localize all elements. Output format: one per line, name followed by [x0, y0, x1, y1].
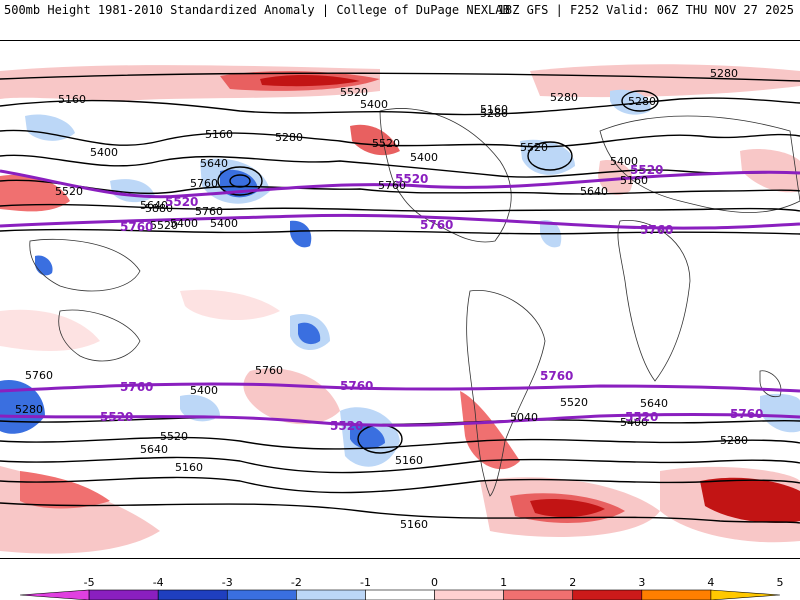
- color-scale-tick-label: 3: [638, 576, 646, 589]
- contour-label: 5400: [190, 384, 218, 397]
- contour-label: 5760: [195, 205, 223, 218]
- contour-label: 5640: [580, 185, 608, 198]
- color-scale-tick-label: -1: [359, 576, 371, 589]
- highlight-contour-labels: 5520576055205760552057605760576055205520…: [100, 163, 763, 433]
- contour-label: 5280: [480, 107, 508, 120]
- color-scale-cell: [503, 589, 574, 600]
- contour-label: 5520: [340, 86, 368, 99]
- contour-label: 5520: [372, 137, 400, 150]
- color-scale-cell: [434, 589, 504, 600]
- contour-label: 5280: [275, 131, 303, 144]
- highlight-contour-label: 5760: [420, 218, 453, 232]
- contour-label: 5280: [15, 403, 43, 416]
- highlight-contour-label: 5760: [120, 380, 153, 394]
- highlight-contour-label: 5520: [330, 419, 363, 433]
- contour-label: 5760: [255, 364, 283, 377]
- color-scale-cell: [572, 589, 643, 600]
- highlight-contour-label: 5520: [395, 172, 428, 186]
- positive-anomaly-fills: [0, 64, 800, 554]
- model-run-label: 18Z GFS | F252 Valid: 06Z THU NOV 27 202…: [497, 3, 794, 17]
- map-canvas: 5280552054005160528054005520516052805400…: [0, 64, 800, 554]
- color-scale-cell: [365, 589, 435, 600]
- color-scale-cell: [296, 589, 366, 600]
- contour-label: 5160: [395, 454, 423, 467]
- highlight-contour-label: 5760: [340, 379, 373, 393]
- contour-label: 5880: [145, 202, 173, 215]
- contour-label: 5280: [720, 434, 748, 447]
- contour-label: 5040: [510, 411, 538, 424]
- contour-label: 5400: [170, 217, 198, 230]
- color-scale-cells: [19, 589, 781, 600]
- contour-label: 5280: [710, 67, 738, 80]
- highlight-contour-label: 5520: [630, 163, 663, 177]
- map-title: 500mb Height 1981-2010 Standardized Anom…: [4, 3, 510, 17]
- contour-label: 5520: [160, 430, 188, 443]
- anomaly-map: 5280552054005160528054005520516052805400…: [0, 40, 800, 559]
- contour-label: 5400: [410, 151, 438, 164]
- color-scale-cell: [19, 589, 90, 600]
- contour-label: 5520: [520, 141, 548, 154]
- contour-label: 5640: [140, 443, 168, 456]
- color-scale-cell: [710, 589, 781, 600]
- contour-label: 5760: [378, 179, 406, 192]
- color-scale-tick-label: -3: [221, 576, 233, 589]
- contour-label: 5400: [620, 416, 648, 429]
- contour-label: 5160: [400, 518, 428, 531]
- contour-label: 5400: [610, 155, 638, 168]
- color-scale-cell: [226, 589, 297, 600]
- color-scale-tick-label: -5: [83, 576, 95, 589]
- color-scale-cell: [157, 589, 228, 600]
- highlight-contours: [0, 169, 800, 427]
- color-scale-tick-label: -2: [290, 576, 302, 589]
- contour-label: 5160: [480, 103, 508, 116]
- contour-label: 5760: [25, 369, 53, 382]
- contour-label: 5640: [640, 397, 668, 410]
- contour-label: 5400: [90, 146, 118, 159]
- contour-labels: 5280552054005160528054005520516052805400…: [15, 67, 748, 531]
- highlight-contour-label: 5520: [165, 195, 198, 209]
- contour-label: 5280: [628, 95, 656, 108]
- continent-outlines: [29, 108, 800, 497]
- contour-label: 5160: [620, 174, 648, 187]
- color-scale-tick-label: -4: [152, 576, 164, 589]
- color-scale-bar: [19, 589, 781, 600]
- contour-label: 5400: [210, 217, 238, 230]
- contour-label: 5640: [140, 199, 168, 212]
- contour-label: 5280: [550, 91, 578, 104]
- contour-label: 5160: [205, 128, 233, 141]
- color-scale-tick-label: 2: [569, 576, 577, 589]
- highlight-contour-label: 5760: [120, 220, 153, 234]
- color-scale-cell: [641, 589, 712, 600]
- contour-label: 5520: [55, 185, 83, 198]
- color-scale-tick-label: 0: [431, 576, 439, 589]
- contour-label: 5760: [190, 177, 218, 190]
- contour-label: 5400: [360, 98, 388, 111]
- highlight-contour-label: 5520: [100, 410, 133, 424]
- contour-label: 5520: [150, 219, 178, 232]
- contour-label: 5160: [58, 93, 86, 106]
- color-scale-cell: [88, 589, 159, 600]
- highlight-contour-label: 5520: [625, 410, 658, 424]
- color-scale-tick-label: 1: [500, 576, 508, 589]
- highlight-contour-label: 5760: [540, 369, 573, 383]
- highlight-contour-label: 5760: [640, 223, 673, 237]
- contour-label: 5520: [560, 396, 588, 409]
- color-scale-tick-label: 5: [776, 576, 784, 589]
- contour-label: 5640: [200, 157, 228, 170]
- contour-label: 5160: [175, 461, 203, 474]
- highlight-contour-label: 5760: [730, 407, 763, 421]
- color-scale-tick-label: 4: [707, 576, 715, 589]
